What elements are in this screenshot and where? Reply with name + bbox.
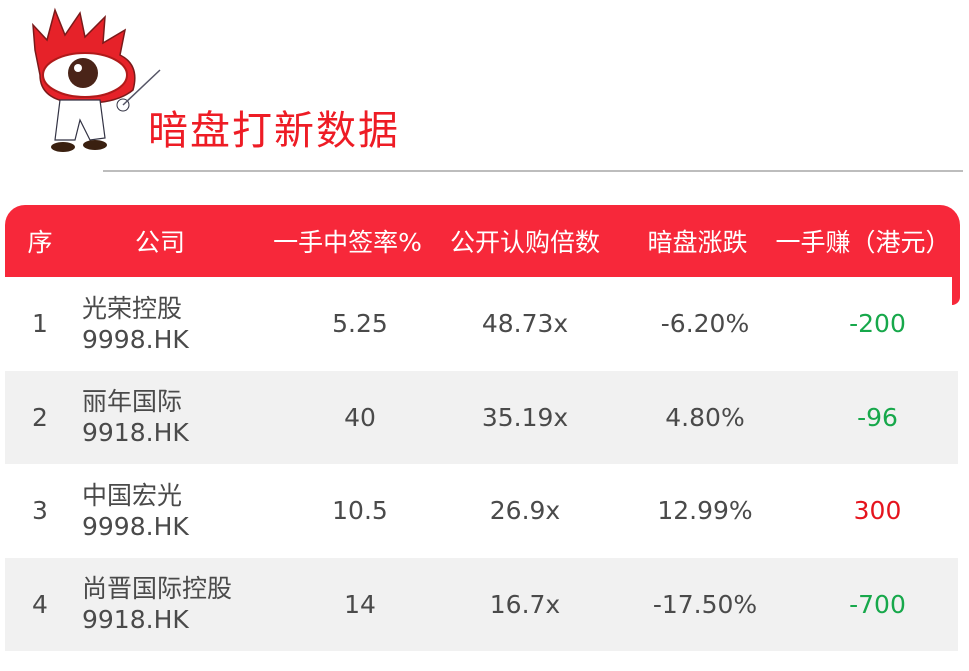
table-row: 3 中国宏光 9998.HK 10.5 26.9x 12.99% 300 — [5, 464, 958, 557]
stock-code: 9998.HK — [82, 324, 189, 354]
page-title: 暗盘打新数据 — [148, 108, 400, 154]
allot-rate: 40 — [344, 402, 376, 432]
grey-market-change: -17.50% — [652, 589, 758, 619]
company-cell: 光荣控股 9998.HK — [82, 277, 282, 370]
lot-profit: -200 — [849, 309, 906, 338]
company-name: 尚晋国际控股 — [82, 574, 233, 603]
header-index: 序 — [27, 228, 53, 257]
row-index: 2 — [32, 402, 48, 432]
stock-code: 9918.HK — [82, 605, 189, 634]
subscription-multiple: 26.9x — [489, 496, 561, 525]
header-subscription-multiple: 公开认购倍数 — [449, 228, 600, 257]
lot-profit: -96 — [857, 402, 898, 432]
company-name: 丽年国际 — [82, 387, 183, 416]
company-cell: 丽年国际 9918.HK — [82, 371, 282, 464]
grey-market-change: -6.20% — [660, 309, 750, 338]
stock-code: 9998.HK — [82, 511, 189, 541]
row-index: 3 — [32, 496, 48, 525]
company-name: 光荣控股 — [82, 293, 183, 323]
lot-profit: 300 — [853, 496, 902, 525]
table-row: 4 尚晋国际控股 9918.HK 14 16.7x -17.50% -700 — [5, 557, 958, 651]
row-index: 4 — [32, 589, 48, 619]
header-lot-profit: 一手赚（港元） — [775, 228, 951, 257]
subscription-multiple: 35.19x — [481, 402, 569, 432]
header-company: 公司 — [134, 228, 185, 257]
allot-rate: 14 — [344, 589, 376, 619]
row-index: 1 — [32, 309, 48, 338]
grey-market-change: 4.80% — [665, 402, 745, 432]
subscription-multiple: 48.73x — [481, 309, 569, 338]
subscription-multiple: 16.7x — [489, 589, 561, 619]
header-allot-rate: 一手中签率% — [273, 228, 422, 257]
grey-market-change: 12.99% — [657, 496, 753, 525]
company-name: 中国宏光 — [82, 480, 183, 510]
table-header: 序 公司 一手中签率% 公开认购倍数 暗盘涨跌 一手赚（港元） — [5, 205, 960, 305]
company-cell: 中国宏光 9998.HK — [82, 464, 282, 557]
allot-rate: 5.25 — [332, 309, 388, 338]
weibo-eye-mascot-logo — [32, 7, 161, 152]
company-cell: 尚晋国际控股 9918.HK — [82, 558, 282, 651]
header-grey-market-change: 暗盘涨跌 — [647, 228, 748, 257]
table-row: 1 光荣控股 9998.HK 5.25 48.73x -6.20% -200 — [5, 277, 958, 370]
lot-profit: -700 — [849, 589, 906, 619]
stock-code: 9918.HK — [82, 418, 189, 447]
allot-rate: 10.5 — [332, 496, 388, 525]
divider — [103, 170, 963, 172]
table-row: 2 丽年国际 9918.HK 40 35.19x 4.80% -96 — [5, 370, 958, 464]
